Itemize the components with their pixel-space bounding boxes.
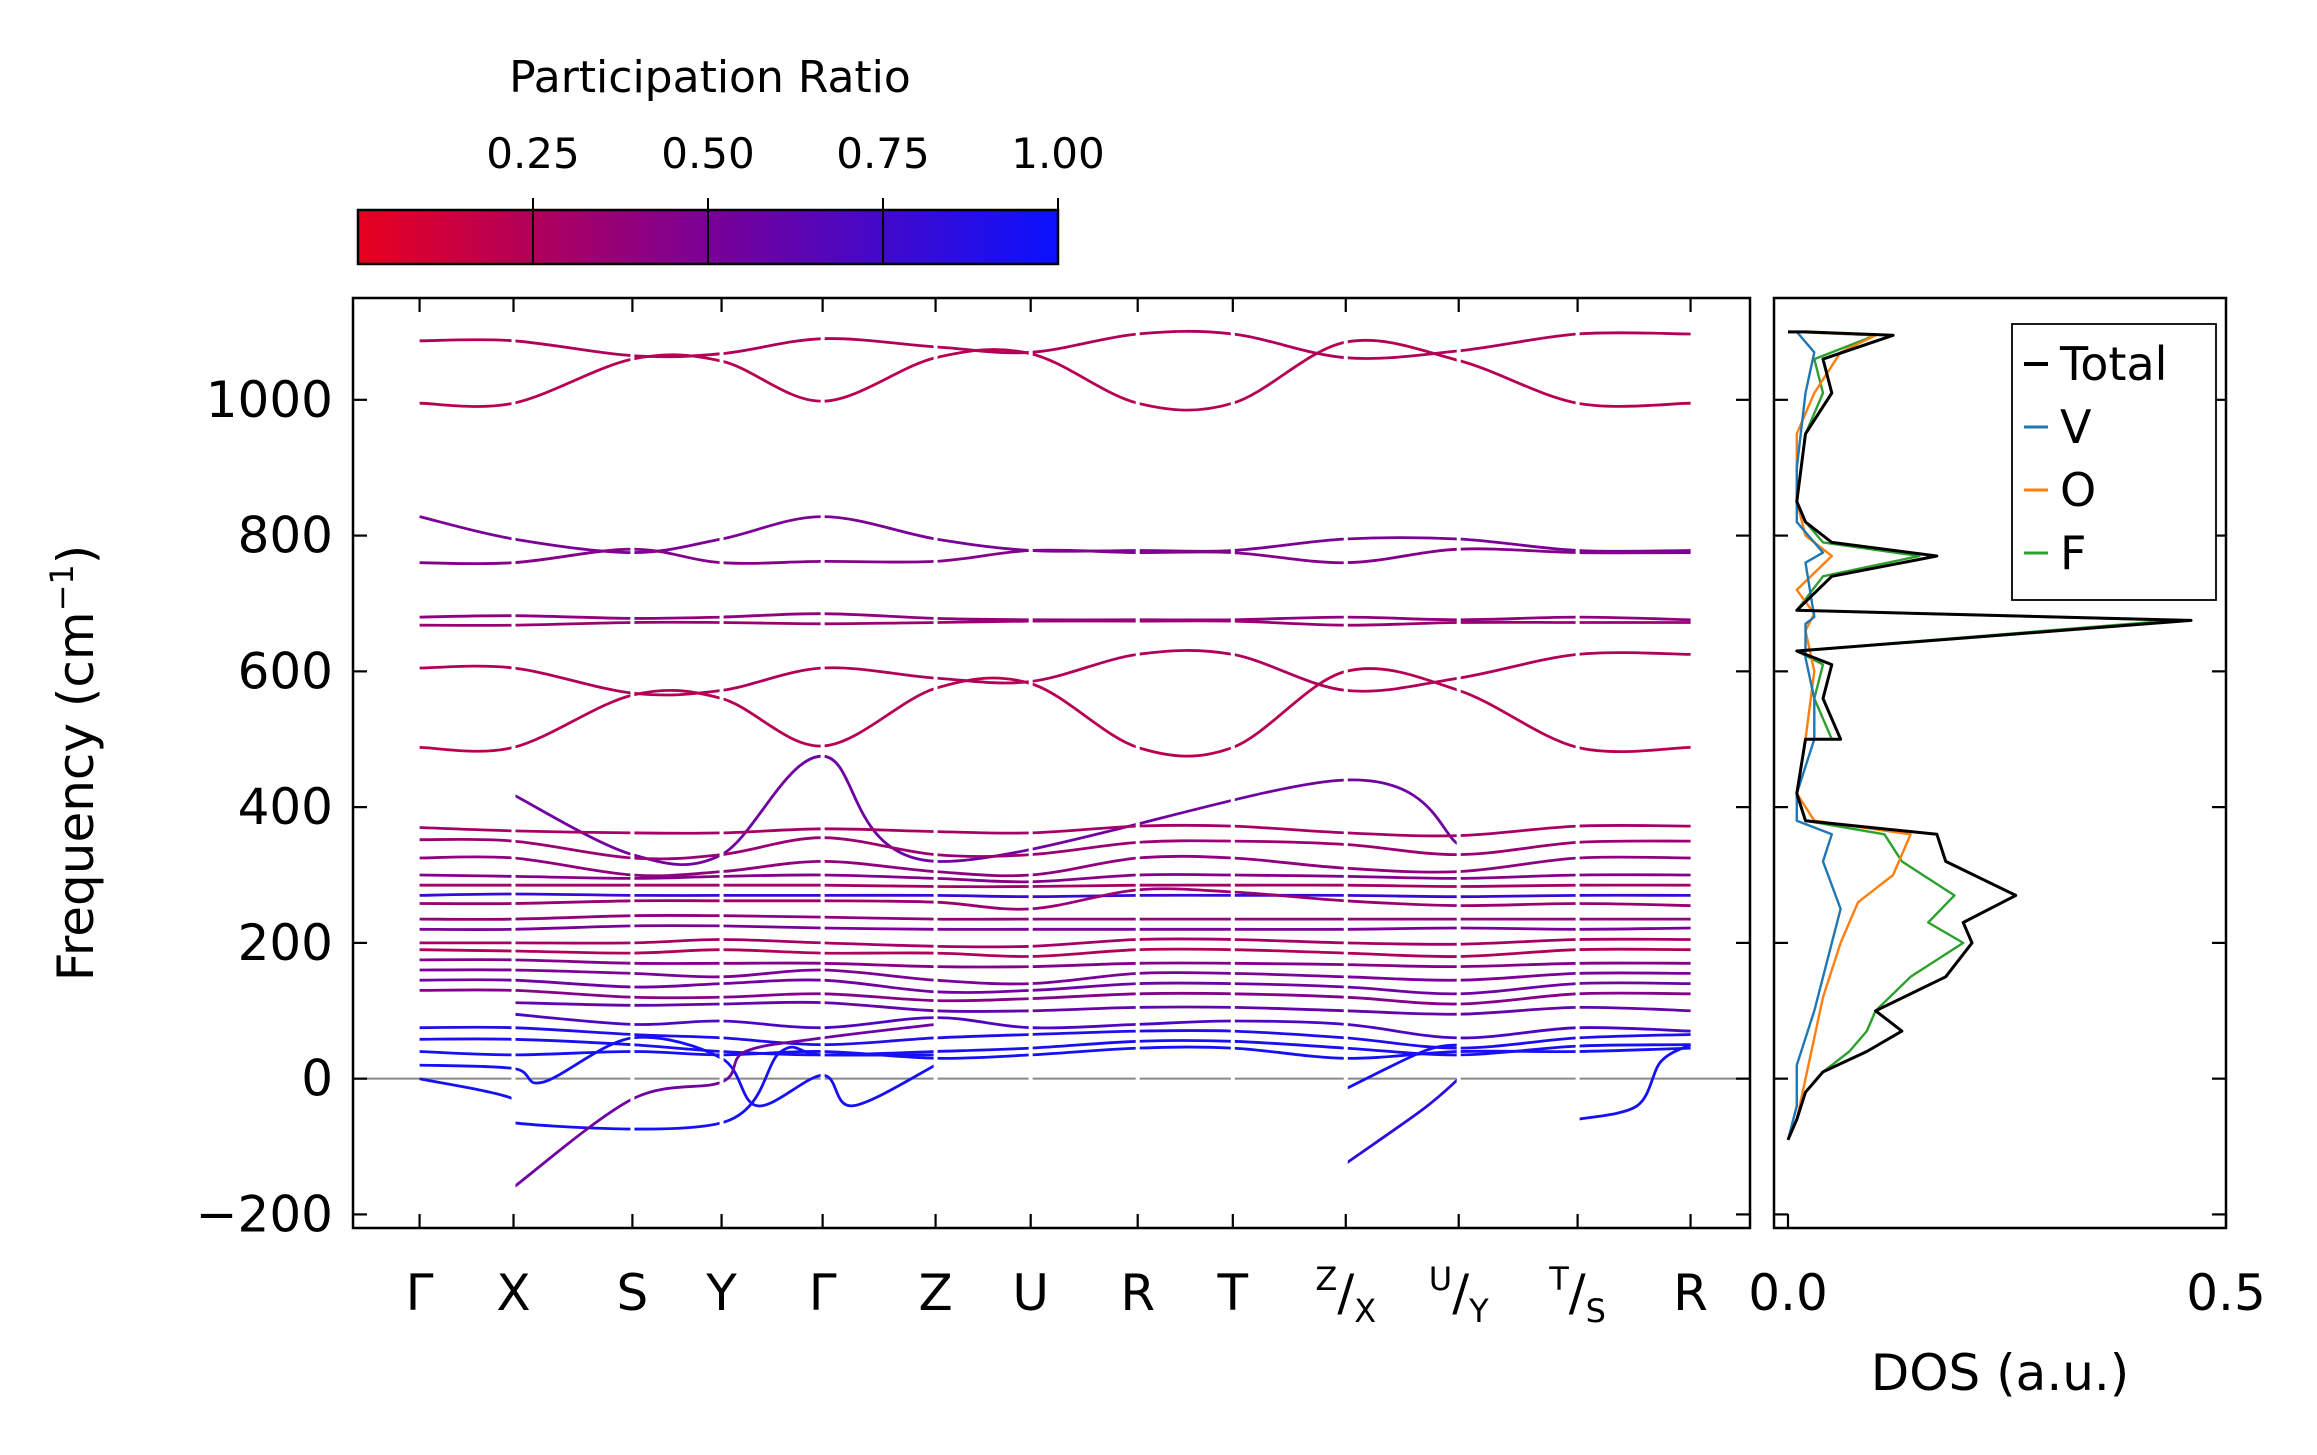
dos-curves	[1786, 330, 2193, 1141]
band-band-acoustic-ts	[1577, 1043, 1692, 1121]
kpoint-label: R	[1673, 1264, 1708, 1322]
kpoint-sub: Y	[1468, 1292, 1489, 1330]
kpoint-label: Z	[918, 1264, 952, 1322]
kpoint-sup: T	[1548, 1260, 1569, 1298]
band-band-acoustic-zx-2	[1344, 1077, 1460, 1165]
kpoint-label: R	[1120, 1264, 1155, 1322]
band-band-acoustic-3	[512, 1023, 936, 1189]
ylabel-main: Frequency (cm	[47, 611, 105, 981]
dos-line-total	[1786, 330, 2193, 1141]
y-tick-label: 1000	[206, 371, 333, 429]
kpoint-label: Γ	[406, 1264, 434, 1322]
legend-label: O	[2060, 463, 2096, 517]
y-tick-label: 800	[238, 507, 333, 565]
dos-legend: Total VOF	[2011, 323, 2217, 601]
kpoint-slash: /	[1337, 1264, 1354, 1322]
segment-breaks	[511, 300, 1580, 1226]
colorbar-ticks: 0.25 0.50 0.75 1.00	[486, 129, 1105, 264]
kpoint-label: U/Y	[1429, 1260, 1489, 1330]
band-plot-frame	[351, 296, 1752, 1230]
kpoint-label: Y	[705, 1264, 737, 1322]
kpoint-ticks: Γ X S Y Γ Z U R T Z/XU/YT/S R	[406, 298, 1708, 1330]
colorbar-tick-label: 0.25	[486, 129, 580, 178]
legend-label: Total	[2059, 337, 2167, 391]
colorbar-tick-label: 0.50	[661, 129, 755, 178]
kpoint-sub: S	[1586, 1292, 1606, 1330]
y-tick-label: 200	[238, 914, 333, 972]
frequency-ticks: −200 0 200 400 600 800 1000	[196, 371, 1750, 1243]
kpoint-sup: U	[1429, 1260, 1452, 1298]
dos-ticks: 0.0 0.5	[1748, 398, 2266, 1322]
y-tick-label: 0	[301, 1050, 333, 1108]
dos-x-tick-label: 0.5	[2186, 1264, 2266, 1322]
band-band-285	[419, 883, 1691, 889]
band-band-acoustic-2	[419, 1045, 936, 1131]
dos-line-o	[1786, 330, 1912, 1141]
kpoint-label: Z/X	[1315, 1260, 1376, 1330]
dos-line-v	[1786, 330, 1842, 1141]
kpoint-slash: /	[1569, 1264, 1586, 1322]
dos-panel: 0.0 0.5 DOS (a.u.) Total VOF	[1748, 296, 2266, 1402]
legend-label: F	[2060, 526, 2086, 580]
band-band-95	[513, 1012, 1691, 1040]
legend-label: V	[2060, 400, 2092, 454]
colorbar-tick-label: 0.75	[836, 129, 930, 178]
dos-x-tick-label: 0.0	[1748, 1264, 1828, 1322]
kpoint-slash: /	[1452, 1264, 1469, 1322]
kpoint-label: T	[1217, 1264, 1249, 1322]
ylabel-end: )	[47, 545, 105, 565]
y-tick-label: 400	[238, 778, 333, 836]
kpoint-label: S	[617, 1264, 649, 1322]
kpoint-label: X	[496, 1264, 530, 1322]
kpoint-label: Γ	[809, 1264, 837, 1322]
y-tick-label: −200	[196, 1185, 333, 1243]
colorbar-title: Participation Ratio	[509, 52, 911, 103]
colorbar-tick-label: 1.00	[1011, 129, 1105, 178]
dos-axis-label: DOS (a.u.)	[1871, 1344, 2130, 1402]
kpoint-sup: Z	[1315, 1260, 1337, 1298]
band-band-acoustic-zx	[1345, 1043, 1459, 1091]
kpoint-label: U	[1012, 1264, 1049, 1322]
ylabel-superscript: −1	[43, 564, 81, 611]
kpoint-sub: X	[1354, 1292, 1376, 1330]
band-band-110	[513, 1000, 1691, 1016]
y-tick-label: 600	[238, 642, 333, 700]
kpoint-label: T/S	[1548, 1260, 1606, 1330]
frequency-axis-label: Frequency (cm−1)	[43, 545, 105, 982]
